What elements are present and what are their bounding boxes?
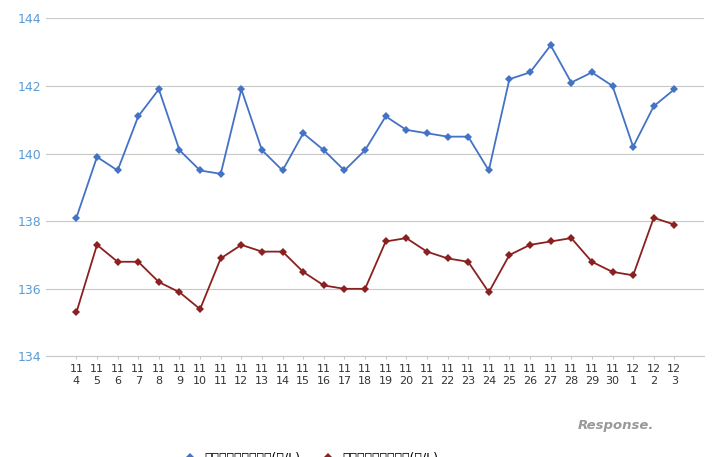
レギュラー看板価格(円/L)	[134, 114, 142, 119]
レギュラー看板価格(円/L)	[361, 148, 370, 153]
レギュラー実売価格(円/L)	[278, 249, 287, 255]
レギュラー看板価格(円/L)	[299, 131, 307, 136]
レギュラー看板価格(円/L)	[72, 215, 81, 221]
レギュラー看板価格(円/L)	[402, 127, 410, 133]
レギュラー看板価格(円/L)	[649, 103, 658, 109]
レギュラー実売価格(円/L)	[670, 222, 679, 227]
レギュラー看板価格(円/L)	[381, 114, 390, 119]
レギュラー看板価格(円/L)	[423, 131, 431, 136]
レギュラー看板価格(円/L)	[237, 86, 246, 92]
レギュラー実売価格(円/L)	[257, 249, 266, 255]
レギュラー実売価格(円/L)	[464, 259, 473, 265]
レギュラー看板価格(円/L)	[113, 168, 122, 173]
レギュラー実売価格(円/L)	[443, 255, 452, 261]
レギュラー看板価格(円/L)	[443, 134, 452, 139]
レギュラー実売価格(円/L)	[196, 306, 204, 312]
レギュラー実売価格(円/L)	[320, 283, 328, 288]
レギュラー実売価格(円/L)	[546, 239, 555, 244]
レギュラー看板価格(円/L)	[588, 69, 596, 75]
レギュラー実売価格(円/L)	[237, 242, 246, 248]
レギュラー実売価格(円/L)	[423, 249, 431, 255]
レギュラー実売価格(円/L)	[72, 310, 81, 315]
レギュラー実売価格(円/L)	[588, 259, 596, 265]
レギュラー実売価格(円/L)	[154, 279, 163, 285]
レギュラー実売価格(円/L)	[567, 235, 576, 241]
レギュラー看板価格(円/L)	[608, 83, 617, 89]
レギュラー実売価格(円/L)	[485, 289, 493, 295]
レギュラー看板価格(円/L)	[154, 86, 163, 92]
レギュラー看板価格(円/L)	[670, 86, 679, 92]
レギュラー看板価格(円/L)	[567, 80, 576, 85]
レギュラー看板価格(円/L)	[629, 144, 638, 149]
レギュラー実売価格(円/L)	[361, 286, 370, 292]
レギュラー看板価格(円/L)	[320, 148, 328, 153]
レギュラー実売価格(円/L)	[526, 242, 534, 248]
レギュラー看板価格(円/L)	[546, 43, 555, 48]
レギュラー実売価格(円/L)	[175, 289, 184, 295]
レギュラー看板価格(円/L)	[93, 154, 102, 159]
レギュラー看板価格(円/L)	[217, 171, 225, 176]
レギュラー実売価格(円/L)	[629, 272, 638, 278]
レギュラー看板価格(円/L)	[505, 76, 513, 82]
レギュラー看板価格(円/L)	[464, 134, 473, 139]
レギュラー看板価格(円/L)	[340, 168, 349, 173]
レギュラー実売価格(円/L)	[134, 259, 142, 265]
レギュラー実売価格(円/L)	[340, 286, 349, 292]
レギュラー実売価格(円/L)	[299, 269, 307, 275]
レギュラー看板価格(円/L)	[526, 69, 534, 75]
レギュラー看板価格(円/L)	[485, 168, 493, 173]
レギュラー実売価格(円/L)	[505, 252, 513, 258]
Legend: レギュラー看板価格(円/L), レギュラー実売価格(円/L): レギュラー看板価格(円/L), レギュラー実売価格(円/L)	[175, 447, 444, 457]
レギュラー実売価格(円/L)	[217, 255, 225, 261]
レギュラー実売価格(円/L)	[649, 215, 658, 221]
レギュラー看板価格(円/L)	[175, 148, 184, 153]
レギュラー実売価格(円/L)	[608, 269, 617, 275]
レギュラー看板価格(円/L)	[257, 148, 266, 153]
レギュラー看板価格(円/L)	[196, 168, 204, 173]
レギュラー実売価格(円/L)	[113, 259, 122, 265]
Line: レギュラー実売価格(円/L): レギュラー実売価格(円/L)	[73, 215, 678, 316]
Line: レギュラー看板価格(円/L): レギュラー看板価格(円/L)	[73, 42, 678, 221]
レギュラー実売価格(円/L)	[93, 242, 102, 248]
レギュラー実売価格(円/L)	[402, 235, 410, 241]
レギュラー看板価格(円/L)	[278, 168, 287, 173]
レギュラー実売価格(円/L)	[381, 239, 390, 244]
Text: Response.: Response.	[578, 419, 654, 432]
